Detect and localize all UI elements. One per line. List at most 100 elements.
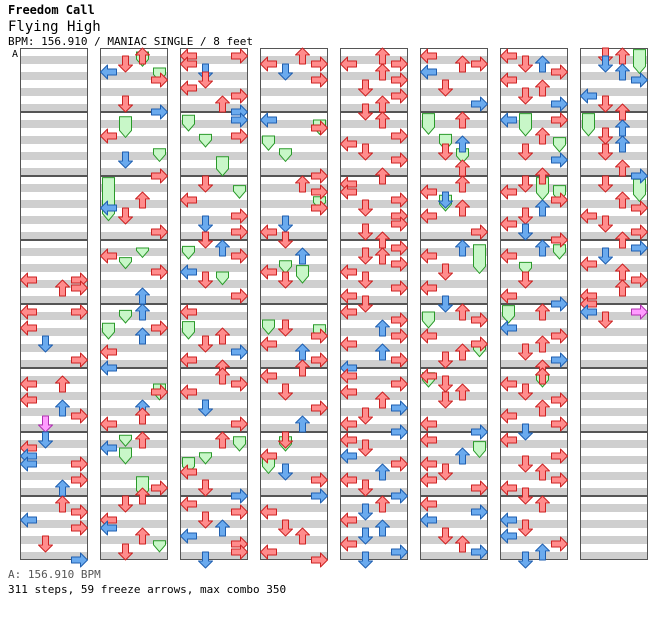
- beat-stripe: [580, 88, 648, 96]
- beat-stripe: [420, 56, 488, 64]
- step-arrow: [471, 336, 488, 352]
- step-arrow: [551, 192, 568, 208]
- step-arrow: [260, 336, 277, 352]
- step-arrow: [135, 527, 150, 545]
- step-arrow: [118, 55, 133, 73]
- step-arrow: [198, 551, 213, 569]
- step-arrow: [615, 279, 630, 297]
- beat-stripe: [340, 536, 408, 544]
- beat-stripe: [20, 408, 88, 416]
- beat-stripe: [180, 440, 248, 448]
- step-arrow: [420, 416, 437, 432]
- beat-stripe: [100, 408, 168, 416]
- step-arrow: [471, 96, 488, 112]
- step-arrow: [455, 199, 470, 217]
- beat-stripe: [340, 472, 408, 480]
- step-arrow: [278, 215, 293, 233]
- step-arrow: [100, 440, 117, 456]
- step-arrow: [471, 56, 488, 72]
- step-arrow: [71, 552, 88, 568]
- step-arrow: [551, 472, 568, 488]
- beat-stripe: [580, 200, 648, 208]
- step-arrow: [340, 512, 357, 528]
- step-arrow: [340, 448, 357, 464]
- step-arrow: [535, 79, 550, 97]
- step-arrow: [500, 216, 517, 232]
- step-arrow: [151, 72, 168, 88]
- step-arrow: [260, 112, 277, 128]
- measure-border: [100, 432, 168, 496]
- beat-stripe: [100, 472, 168, 480]
- step-arrow: [358, 223, 373, 241]
- beat-stripe: [500, 72, 568, 80]
- freeze-arrow: [136, 247, 149, 259]
- step-arrow: [551, 416, 568, 432]
- beat-stripe: [340, 520, 408, 528]
- beat-stripe: [180, 56, 248, 64]
- step-arrow: [500, 512, 517, 528]
- step-arrow: [231, 48, 248, 64]
- beat-stripe: [20, 216, 88, 224]
- beat-stripe: [420, 168, 488, 176]
- beat-stripe: [420, 248, 488, 256]
- step-arrow: [278, 319, 293, 337]
- beat-stripe: [100, 232, 168, 240]
- chart-column: [420, 48, 488, 560]
- step-arrow: [535, 367, 550, 385]
- beat-stripe: [500, 472, 568, 480]
- beat-stripe: [500, 552, 568, 560]
- beat-stripe: [340, 88, 408, 96]
- beat-stripe: [340, 264, 408, 272]
- step-arrow: [311, 168, 328, 184]
- measure-border: [180, 496, 248, 560]
- beat-stripe: [260, 392, 328, 400]
- beat-stripe: [580, 344, 648, 352]
- step-arrow: [420, 184, 437, 200]
- step-arrow: [391, 400, 408, 416]
- measure-border: [500, 496, 568, 560]
- step-arrow: [375, 319, 390, 337]
- step-arrow: [375, 519, 390, 537]
- step-arrow: [340, 336, 357, 352]
- step-arrow: [71, 472, 88, 488]
- measure-border: [500, 112, 568, 176]
- measure: [580, 368, 648, 432]
- beat-stripe: [20, 312, 88, 320]
- beat-stripe: [180, 472, 248, 480]
- beat-stripe: [260, 152, 328, 160]
- beat-stripe: [420, 216, 488, 224]
- beat-stripe: [340, 376, 408, 384]
- beat-stripe: [340, 56, 408, 64]
- beat-stripe: [340, 392, 408, 400]
- step-arrow: [391, 488, 408, 504]
- beat-stripe: [580, 504, 648, 512]
- beat-stripe: [420, 136, 488, 144]
- beat-stripe: [580, 72, 648, 80]
- beat-stripe: [100, 200, 168, 208]
- beat-stripe: [500, 344, 568, 352]
- step-arrow: [38, 415, 53, 433]
- freeze-arrow: [279, 260, 292, 275]
- measure: [100, 240, 168, 304]
- step-arrow: [615, 159, 630, 177]
- step-arrow: [598, 55, 613, 73]
- freeze-arrow: [473, 441, 486, 459]
- measure-border: [340, 176, 408, 240]
- step-arrow: [518, 343, 533, 361]
- step-arrow: [551, 448, 568, 464]
- step-arrow: [71, 280, 88, 296]
- measure-border: [580, 112, 648, 176]
- measure-border: [260, 112, 328, 176]
- step-arrow: [438, 375, 453, 393]
- step-arrow: [551, 536, 568, 552]
- measure: [420, 112, 488, 176]
- freeze-arrow: [153, 148, 166, 163]
- beat-stripe: [20, 392, 88, 400]
- step-arrow: [20, 456, 37, 472]
- step-arrow: [500, 112, 517, 128]
- beat-stripe: [260, 120, 328, 128]
- step-arrow: [535, 335, 550, 353]
- step-arrow: [260, 56, 277, 72]
- beat-stripe: [500, 216, 568, 224]
- step-arrow: [311, 200, 328, 216]
